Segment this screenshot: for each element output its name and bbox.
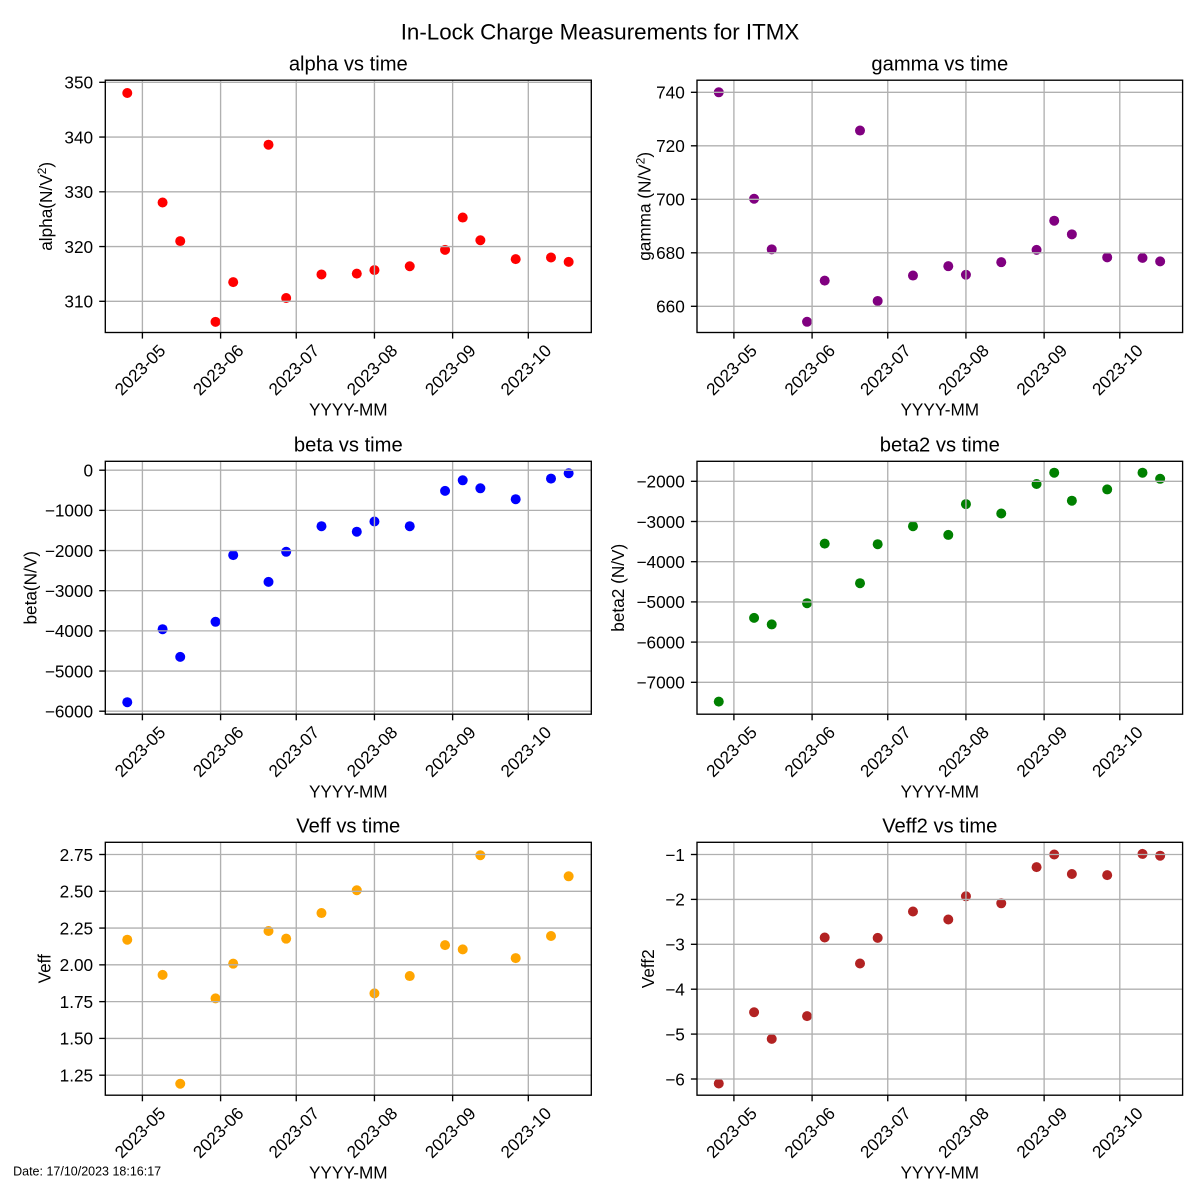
svg-text:beta2 (N/V): beta2 (N/V) bbox=[608, 544, 628, 632]
svg-text:−3: −3 bbox=[665, 935, 685, 955]
svg-text:−2: −2 bbox=[665, 890, 685, 910]
svg-text:−3000: −3000 bbox=[637, 512, 685, 532]
svg-text:YYYY-MM: YYYY-MM bbox=[309, 1162, 388, 1182]
svg-text:gamma (N/V2​): gamma (N/V2​) bbox=[633, 152, 654, 261]
svg-text:Veff2: Veff2 bbox=[638, 949, 658, 988]
svg-text:YYYY-MM: YYYY-MM bbox=[900, 1162, 979, 1182]
svg-text:2.50: 2.50 bbox=[60, 882, 93, 902]
svg-text:YYYY-MM: YYYY-MM bbox=[900, 781, 979, 801]
svg-text:350: 350 bbox=[64, 73, 93, 93]
svg-text:−6000: −6000 bbox=[637, 632, 685, 652]
svg-text:2.75: 2.75 bbox=[60, 845, 93, 865]
svg-text:−7000: −7000 bbox=[637, 673, 685, 693]
svg-text:−4: −4 bbox=[665, 979, 685, 999]
svg-text:2.25: 2.25 bbox=[60, 918, 93, 938]
svg-text:−5000: −5000 bbox=[637, 592, 685, 612]
svg-text:beta vs time: beta vs time bbox=[294, 435, 403, 457]
svg-text:0: 0 bbox=[84, 460, 94, 480]
svg-text:YYYY-MM: YYYY-MM bbox=[309, 400, 388, 420]
svg-text:330: 330 bbox=[64, 182, 93, 202]
svg-text:720: 720 bbox=[656, 136, 685, 156]
svg-text:alpha vs time: alpha vs time bbox=[289, 53, 408, 75]
svg-text:1.75: 1.75 bbox=[60, 992, 93, 1012]
svg-text:−4000: −4000 bbox=[45, 621, 93, 641]
svg-text:−4000: −4000 bbox=[637, 552, 685, 572]
svg-text:660: 660 bbox=[656, 297, 685, 317]
svg-text:1.50: 1.50 bbox=[60, 1029, 93, 1049]
svg-text:320: 320 bbox=[64, 237, 93, 257]
svg-text:1.25: 1.25 bbox=[60, 1065, 93, 1085]
svg-text:310: 310 bbox=[64, 292, 93, 312]
svg-text:−2000: −2000 bbox=[45, 541, 93, 561]
svg-text:Veff: Veff bbox=[35, 954, 55, 984]
svg-text:Veff vs time: Veff vs time bbox=[296, 816, 400, 838]
svg-text:−3000: −3000 bbox=[45, 581, 93, 601]
svg-text:−6: −6 bbox=[665, 1069, 685, 1089]
svg-text:680: 680 bbox=[656, 243, 685, 263]
svg-text:700: 700 bbox=[656, 190, 685, 210]
svg-text:−5000: −5000 bbox=[45, 661, 93, 681]
svg-text:−1000: −1000 bbox=[45, 501, 93, 521]
svg-text:−6000: −6000 bbox=[45, 701, 93, 721]
svg-text:YYYY-MM: YYYY-MM bbox=[900, 400, 979, 420]
svg-text:Veff2 vs time: Veff2 vs time bbox=[882, 816, 997, 838]
svg-text:−5: −5 bbox=[665, 1024, 685, 1044]
svg-text:In-Lock Charge Measurements fo: In-Lock Charge Measurements for ITMX bbox=[401, 20, 800, 45]
svg-text:−1: −1 bbox=[665, 845, 685, 865]
svg-text:beta2 vs time: beta2 vs time bbox=[880, 435, 1000, 457]
svg-text:gamma vs time: gamma vs time bbox=[871, 53, 1008, 75]
svg-text:beta(N/V): beta(N/V) bbox=[21, 551, 41, 625]
svg-text:340: 340 bbox=[64, 127, 93, 147]
svg-text:Date: 17/10/2023 18:16:17: Date: 17/10/2023 18:16:17 bbox=[13, 1165, 161, 1179]
svg-text:YYYY-MM: YYYY-MM bbox=[309, 781, 388, 801]
svg-text:740: 740 bbox=[656, 83, 685, 103]
svg-text:2.00: 2.00 bbox=[60, 955, 93, 975]
svg-text:−2000: −2000 bbox=[637, 472, 685, 492]
svg-text:alpha(N/V2​): alpha(N/V2​) bbox=[35, 162, 56, 251]
